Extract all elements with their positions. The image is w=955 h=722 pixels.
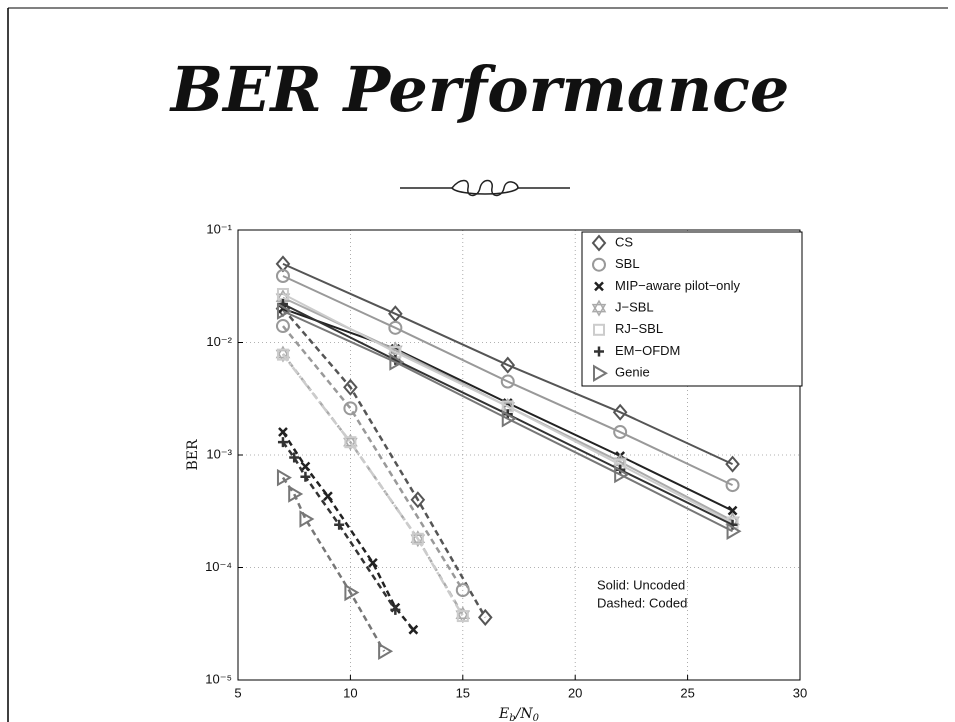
x-tick-label: 15 xyxy=(456,685,470,700)
legend-marker xyxy=(591,299,607,317)
marker xyxy=(408,624,419,635)
x-axis-label: Eb/N0 xyxy=(498,706,540,722)
y-tick-label: 10⁻⁵ xyxy=(205,671,232,686)
marker xyxy=(276,287,289,300)
marker xyxy=(344,583,360,602)
x-axis-label-part: 0 xyxy=(533,713,540,722)
x-tick-label: 20 xyxy=(568,685,582,700)
coded-line xyxy=(281,476,386,652)
legend-marker xyxy=(594,346,604,357)
legend-box xyxy=(581,231,803,387)
marker xyxy=(614,465,630,484)
legend-label: EM−OFDM xyxy=(615,343,680,358)
marker xyxy=(727,505,738,516)
slide-title: BER Performance xyxy=(169,53,790,126)
x-tick-label: 10 xyxy=(343,685,357,700)
y-axis-label: BER xyxy=(185,439,201,471)
legend-marker xyxy=(592,257,606,272)
legend-label: MIP−aware pilot−only xyxy=(615,278,741,293)
marker xyxy=(289,452,300,463)
chart: 5 10 15 20 25 30 10⁻⁵ 10⁻⁴ 10⁻³ 10⁻² 10⁻¹ BER Eb/N0 C… xyxy=(185,221,807,722)
marker xyxy=(343,433,358,451)
legend-marker xyxy=(594,281,604,292)
legend-label: J−SBL xyxy=(615,300,654,315)
marker xyxy=(410,491,426,509)
coded-line xyxy=(281,353,464,617)
coded-line xyxy=(281,325,464,591)
marker xyxy=(323,491,333,502)
marker xyxy=(613,425,628,440)
legend-marker xyxy=(591,234,607,252)
x-axis-label-part: b xyxy=(509,713,515,722)
marker xyxy=(410,530,426,548)
marker xyxy=(300,461,311,472)
uncoded-line xyxy=(282,310,734,533)
ornament xyxy=(400,179,570,197)
marker xyxy=(388,305,403,323)
marker xyxy=(300,471,311,482)
marker xyxy=(299,510,315,528)
marker xyxy=(275,269,290,284)
marker xyxy=(411,532,424,545)
x-tick-label: 5 xyxy=(234,685,241,700)
marker xyxy=(726,522,742,540)
marker xyxy=(344,436,357,449)
legend-label: Genie xyxy=(615,365,650,380)
coded-line xyxy=(281,431,415,631)
marker xyxy=(612,403,628,421)
marker xyxy=(455,583,470,598)
y-tick-label: 10⁻¹ xyxy=(206,221,232,236)
x-axis-label-part: /N xyxy=(514,706,534,722)
marker xyxy=(276,348,289,361)
marker xyxy=(477,608,493,626)
marker xyxy=(276,468,292,487)
x-axis-label-part: E xyxy=(498,706,509,722)
marker xyxy=(343,401,358,416)
marker xyxy=(288,485,304,503)
y-tick-label: 10⁻³ xyxy=(206,446,232,461)
legend-label: CS xyxy=(615,234,633,249)
coded-line xyxy=(282,307,487,619)
legend-marker xyxy=(593,323,605,336)
marker xyxy=(388,320,403,335)
annotation: Solid: Uncoded xyxy=(597,577,685,592)
y-tick-label: 10⁻² xyxy=(206,334,232,349)
marker xyxy=(389,353,405,371)
uncoded-line xyxy=(282,293,734,524)
marker xyxy=(275,319,290,334)
marker xyxy=(334,519,345,530)
marker xyxy=(501,410,517,428)
x-tick-label: 30 xyxy=(793,685,807,700)
uncoded-line xyxy=(282,275,733,487)
legend-label: SBL xyxy=(615,256,640,271)
legend-marker xyxy=(593,364,608,382)
uncoded-line xyxy=(282,262,733,466)
marker xyxy=(456,610,469,623)
legend-label: RJ−SBL xyxy=(615,321,663,336)
marker xyxy=(278,427,288,437)
marker xyxy=(277,437,288,448)
marker xyxy=(367,557,378,568)
marker xyxy=(390,604,401,615)
marker xyxy=(500,374,515,389)
plot-frame xyxy=(237,229,801,681)
marker xyxy=(725,455,740,473)
marker xyxy=(500,356,516,374)
x-tick-label: 25 xyxy=(680,685,694,700)
y-tick-label: 10⁻⁴ xyxy=(205,559,232,574)
marker xyxy=(276,302,292,320)
marker xyxy=(343,378,358,396)
annotation: Dashed: Coded xyxy=(597,595,687,610)
marker xyxy=(725,478,740,493)
marker xyxy=(378,642,394,661)
